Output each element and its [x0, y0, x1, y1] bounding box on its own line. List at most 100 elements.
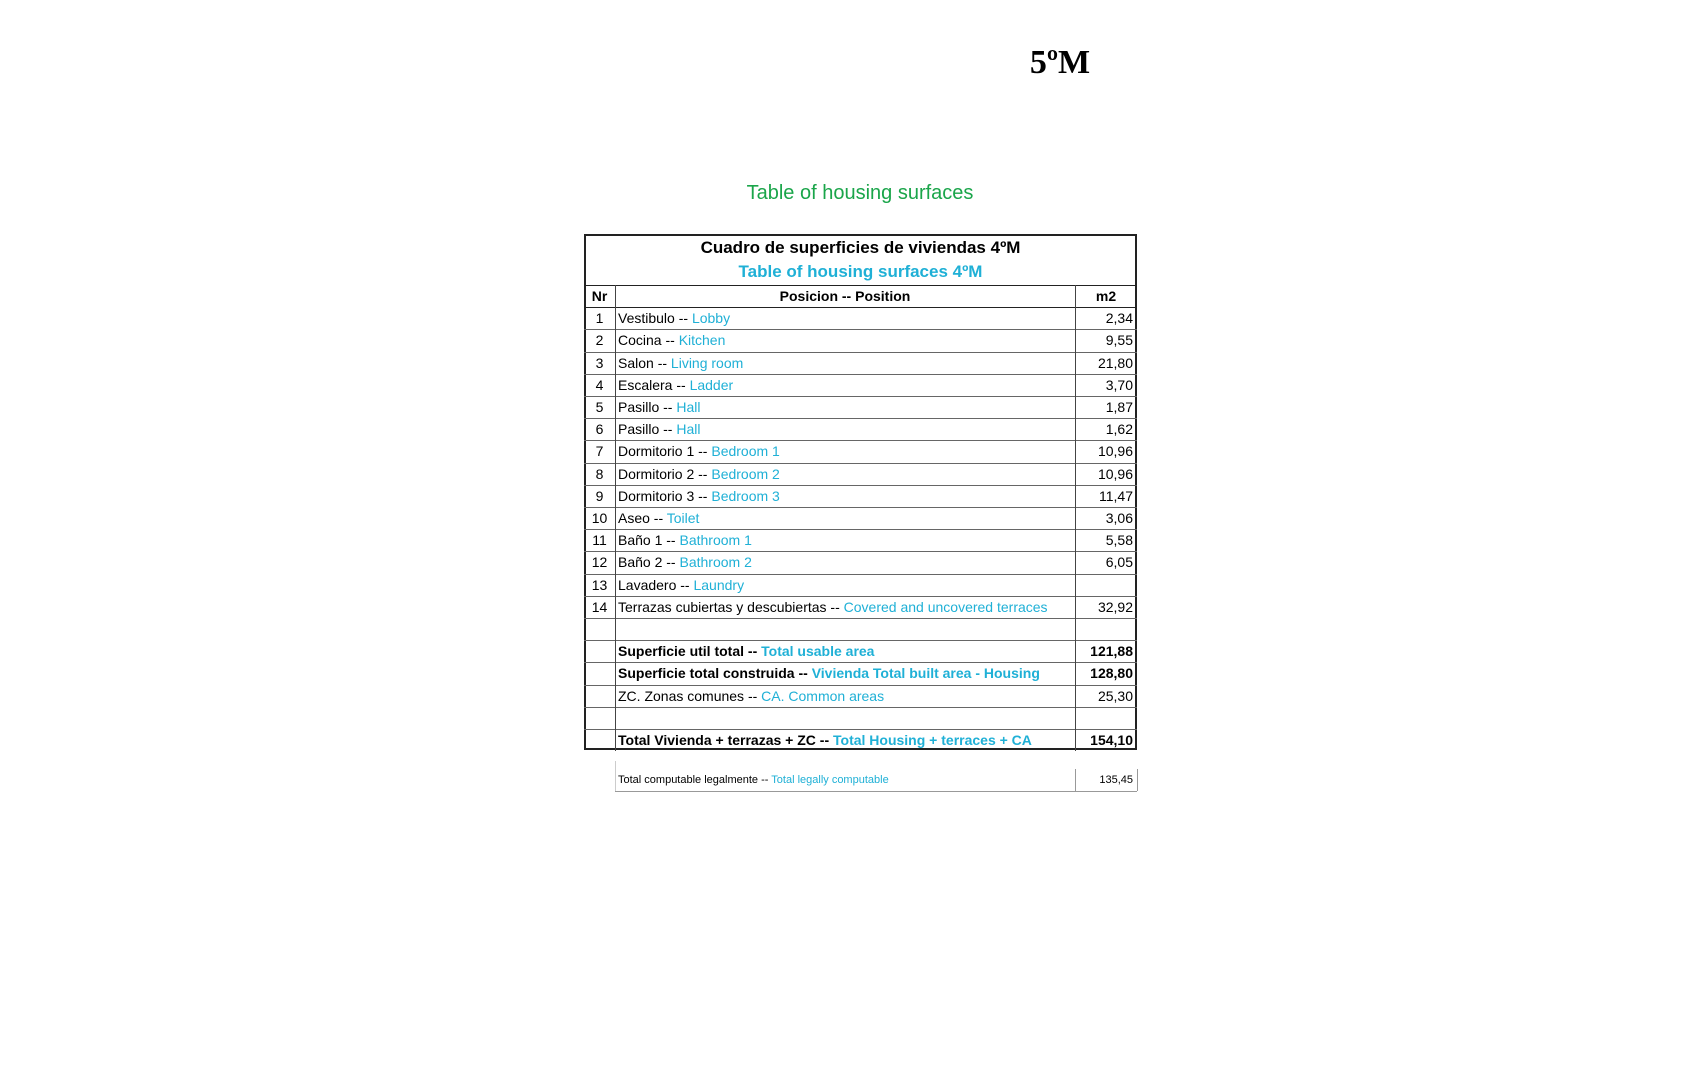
heading-en: Table of housing surfaces 4ºM: [738, 262, 983, 281]
column-header-text: m2: [1095, 288, 1117, 304]
row-number: 7: [595, 443, 604, 460]
position-cell: Dormitorio 2 -- Bedroom 2: [618, 463, 1074, 485]
position-cell: Dormitorio 3 -- Bedroom 3: [618, 485, 1074, 507]
m2-value: 3,06: [1105, 510, 1133, 526]
row-number: 14: [591, 598, 608, 615]
position-cell: Superficie total construida -- Vivienda …: [618, 662, 1074, 684]
position-es: Dormitorio 3 --: [618, 487, 708, 504]
m2-value: 6,05: [1105, 554, 1133, 571]
position-es: Salon --: [618, 354, 668, 371]
nr-cell: 11: [584, 529, 615, 551]
position-en: Bedroom 2: [711, 465, 780, 482]
row-line: [584, 529, 1137, 531]
position-cell: Terrazas cubiertas y descubiertas -- Cov…: [618, 596, 1074, 618]
col-line: [1137, 769, 1138, 792]
nr-cell: 1: [584, 307, 615, 329]
nr-cell: 14: [584, 596, 615, 618]
position-cell: Baño 1 -- Bathroom 1: [618, 529, 1074, 551]
position-cell: Dormitorio 1 -- Bedroom 1: [618, 440, 1074, 462]
m2-cell: 154,10: [1075, 729, 1133, 751]
column-header-text: Nr: [591, 288, 608, 304]
position-en: Total Housing + terraces + CA: [833, 732, 1032, 748]
position-es: Dormitorio 1 --: [618, 443, 708, 460]
m2-value: 9,55: [1105, 332, 1133, 349]
position-es: Baño 2 --: [618, 554, 676, 571]
position-es: Total computable legalmente --: [618, 774, 769, 786]
m2-value: 135,45: [1099, 774, 1133, 786]
m2-cell: 9,55: [1075, 329, 1133, 351]
m2-value: 2,34: [1105, 310, 1133, 327]
row-line: [584, 706, 1137, 708]
position-en: Toilet: [666, 510, 700, 526]
position-es: Aseo --: [618, 510, 664, 526]
row-line: [584, 507, 1137, 508]
position-es: Pasillo --: [618, 421, 673, 438]
position-cell: Pasillo -- Hall: [618, 418, 1074, 440]
subtitle: Table of housing surfaces: [746, 182, 974, 204]
position-en: Laundry: [693, 576, 745, 593]
heading-es: Cuadro de superficies de viviendas 4ºM: [700, 238, 1021, 257]
position-es: Total Vivienda + terrazas + ZC --: [618, 732, 830, 748]
nr-cell: 4: [584, 374, 615, 396]
row-number: 13: [591, 576, 608, 593]
position-en: Kitchen: [678, 332, 726, 349]
position-en: Bedroom 1: [711, 443, 780, 460]
row-number: 5: [595, 399, 604, 415]
column-header: Nr: [584, 285, 615, 307]
nr-cell: 8: [584, 463, 615, 485]
m2-value: 1,62: [1105, 421, 1133, 438]
row-number: 2: [595, 332, 604, 349]
position-cell: ZC. Zonas comunes -- CA. Common areas: [618, 685, 1074, 707]
position-es: Superficie total construida --: [618, 665, 808, 682]
m2-value: 121,88: [1090, 643, 1133, 660]
position-en: Total legally computable: [771, 774, 889, 786]
row-line: [584, 729, 1137, 730]
nr-cell: 13: [584, 574, 615, 596]
m2-cell: 32,92: [1075, 596, 1133, 618]
position-en: Covered and uncovered terraces: [843, 598, 1048, 615]
position-cell: Total Vivienda + terrazas + ZC -- Total …: [618, 729, 1074, 751]
nr-cell: 2: [584, 329, 615, 351]
position-cell: Baño 2 -- Bathroom 2: [618, 551, 1074, 573]
row-number: 1: [595, 310, 604, 327]
m2-cell: 1,62: [1075, 418, 1133, 440]
column-header-text: Posicion -- Position: [779, 288, 911, 304]
page-title: 5ºM: [1029, 44, 1091, 81]
position-en: Total usable area: [761, 643, 875, 660]
m2-cell: 10,96: [1075, 440, 1133, 462]
position-en: Hall: [676, 399, 701, 415]
m2-value: 3,70: [1105, 376, 1133, 393]
position-en: Bathroom 1: [679, 532, 752, 549]
position-cell: Cocina -- Kitchen: [618, 329, 1074, 351]
col-line: [615, 761, 616, 792]
row-number: 6: [595, 421, 604, 438]
position-cell: Vestibulo -- Lobby: [618, 307, 1074, 329]
row-line: [584, 307, 1137, 309]
row-number: 11: [592, 532, 607, 549]
nr-cell: 7: [584, 440, 615, 462]
nr-cell: 9: [584, 485, 615, 507]
column-header: Posicion -- Position: [615, 285, 1075, 307]
m2-value: 10,96: [1097, 443, 1133, 460]
col-line: [615, 285, 616, 752]
row-number: 8: [595, 465, 604, 482]
position-cell: Salon -- Living room: [618, 352, 1074, 374]
position-en: Living room: [670, 354, 744, 371]
position-es: Superficie util total --: [618, 643, 758, 660]
position-es: Dormitorio 2 --: [618, 465, 708, 482]
position-en: Ladder: [689, 376, 734, 393]
row-line: [584, 462, 1137, 464]
nr-cell: 3: [584, 352, 615, 374]
position-es: Escalera --: [618, 376, 686, 393]
m2-value: 1,87: [1105, 399, 1133, 415]
row-line: [584, 684, 1137, 686]
row-number: 4: [595, 376, 604, 393]
position-cell: Pasillo -- Hall: [618, 396, 1074, 418]
m2-cell: 2,34: [1075, 307, 1133, 329]
m2-value: 128,80: [1090, 665, 1133, 682]
position-cell: Escalera -- Ladder: [618, 374, 1074, 396]
row-number: 12: [591, 554, 608, 571]
m2-cell: 25,30: [1075, 685, 1133, 707]
m2-cell: 3,06: [1075, 507, 1133, 529]
nr-cell: 6: [584, 418, 615, 440]
